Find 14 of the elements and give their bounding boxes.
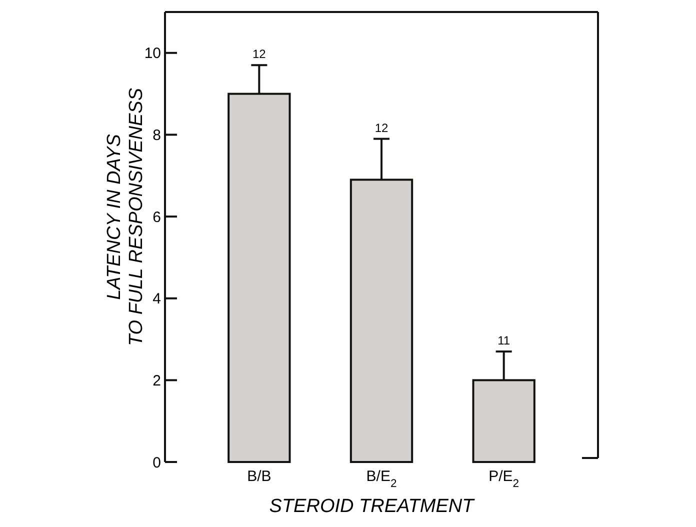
annotation: 11: [498, 334, 510, 348]
x-tick-label: P/E$_{2}$: [488, 468, 520, 490]
annotation: 12: [252, 47, 266, 62]
x-tick-label: B/B: [247, 468, 272, 485]
y-tick-label: 6: [152, 208, 161, 226]
y-tick-label: 4: [152, 290, 161, 308]
y-tick-label: 10: [144, 45, 161, 62]
x-tick-label: B/E$_{2}$: [366, 468, 397, 490]
x-axis-title: STEROID TREATMENT: [269, 496, 476, 517]
y-axis-title: LATENCY IN DAYS TO FULL RESPONSIVENESS: [104, 88, 147, 346]
y-tick-label: 2: [152, 372, 161, 390]
y-tick-label: 8: [152, 126, 161, 144]
annotation: 12: [374, 120, 388, 135]
y-tick-label: 0: [152, 454, 161, 472]
